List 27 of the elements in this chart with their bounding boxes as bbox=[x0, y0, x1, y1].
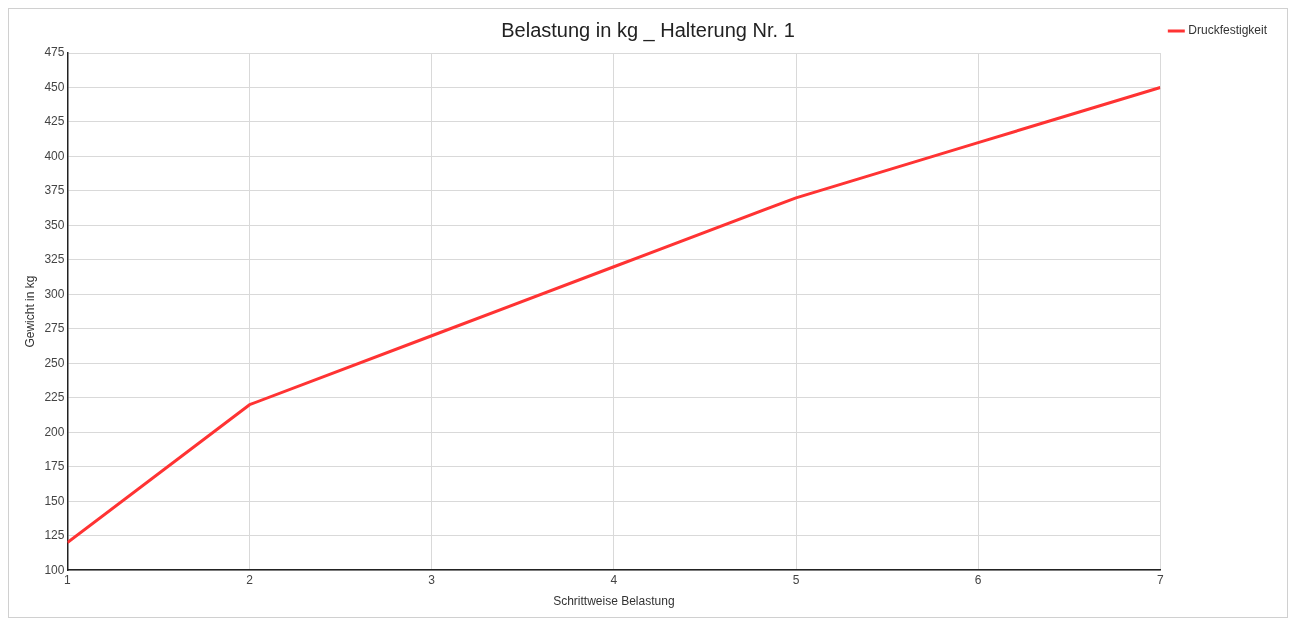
y-tick-label: 300 bbox=[44, 286, 65, 301]
y-tick-label: 400 bbox=[44, 148, 65, 163]
y-tick-label: 100 bbox=[44, 562, 65, 577]
y-tick-label: 200 bbox=[44, 424, 65, 439]
y-tick-label: 350 bbox=[44, 217, 65, 232]
x-tick-label: 5 bbox=[792, 572, 800, 587]
x-tick-label: 6 bbox=[974, 572, 982, 587]
x-axis-title: Schrittweise Belastung bbox=[553, 594, 675, 609]
y-tick-label: 250 bbox=[44, 355, 65, 370]
chart-title: Belastung in kg _ Halterung Nr. 1 bbox=[501, 18, 795, 42]
legend-label: Druckfestigkeit bbox=[1188, 23, 1268, 38]
y-tick-label: 225 bbox=[44, 390, 65, 405]
y-tick-label: 450 bbox=[44, 79, 65, 94]
y-tick-label: 325 bbox=[44, 252, 65, 267]
y-tick-label: 150 bbox=[44, 493, 65, 508]
y-tick-label: 375 bbox=[44, 183, 65, 198]
y-tick-label: 425 bbox=[44, 114, 65, 129]
y-tick-label: 475 bbox=[44, 45, 65, 60]
y-tick-label: 125 bbox=[44, 528, 65, 543]
x-tick-label: 3 bbox=[428, 572, 436, 587]
x-tick-label: 4 bbox=[610, 572, 618, 587]
y-tick-label: 175 bbox=[44, 459, 65, 474]
x-tick-label: 7 bbox=[1156, 572, 1164, 587]
x-tick-label: 1 bbox=[64, 572, 72, 587]
y-tick-label: 275 bbox=[44, 321, 65, 336]
y-axis-title: Gewicht in kg bbox=[22, 275, 37, 348]
x-tick-label: 2 bbox=[246, 572, 254, 587]
